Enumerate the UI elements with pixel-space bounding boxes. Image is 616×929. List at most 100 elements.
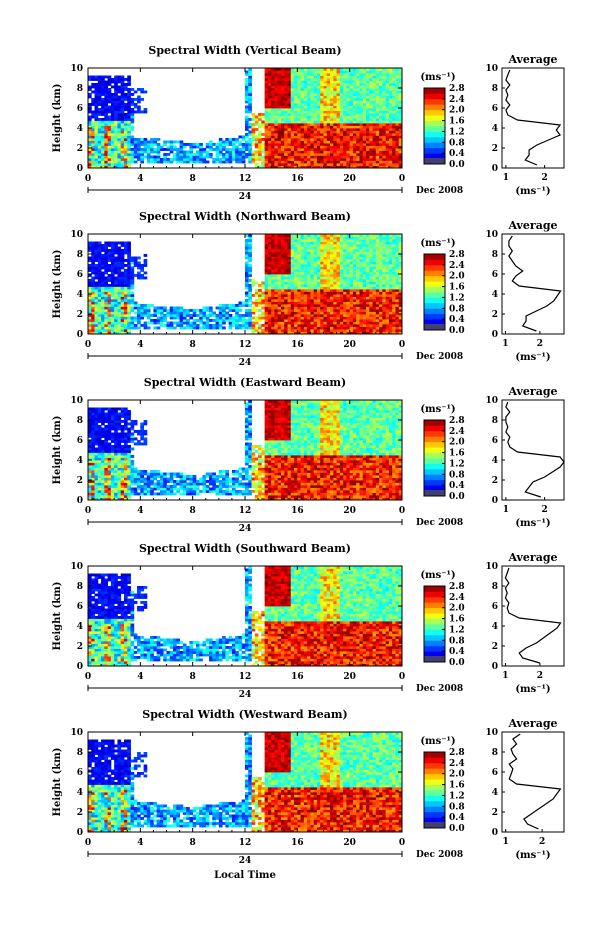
heatmap-cell bbox=[251, 115, 256, 119]
heatmap-cell bbox=[362, 95, 367, 99]
heatmap-cell bbox=[297, 289, 301, 292]
heatmap-cell bbox=[313, 264, 318, 267]
heatmap-cell bbox=[294, 261, 298, 265]
heatmap-cell bbox=[117, 326, 122, 330]
heatmap-cell bbox=[290, 269, 295, 272]
heatmap-cell bbox=[258, 296, 262, 300]
heatmap-cell bbox=[375, 276, 380, 280]
heatmap-cell bbox=[271, 234, 275, 237]
heatmap-cell bbox=[326, 130, 331, 134]
heatmap-cell bbox=[110, 140, 115, 144]
heatmap-cell bbox=[241, 301, 246, 305]
heatmap-cell bbox=[176, 160, 180, 164]
heatmap-cell bbox=[120, 83, 125, 86]
heatmap-cell bbox=[245, 326, 249, 330]
heatmap-cell bbox=[316, 234, 321, 237]
heatmap-cell bbox=[280, 108, 285, 111]
heatmap-cell bbox=[101, 314, 105, 317]
heatmap-cell bbox=[179, 150, 184, 154]
panel-0: Spectral Width (Vertical Beam)0246810Hei… bbox=[52, 44, 565, 202]
heatmap-cell bbox=[366, 160, 370, 164]
heatmap-cell bbox=[336, 113, 341, 116]
heatmap-cell bbox=[385, 73, 390, 76]
heatmap-cell bbox=[97, 83, 102, 86]
heatmap-cell bbox=[297, 254, 301, 257]
heatmap-cell bbox=[107, 286, 112, 290]
heatmap-cell bbox=[248, 100, 252, 104]
heatmap-cell bbox=[375, 286, 380, 290]
heatmap-cell bbox=[343, 83, 347, 86]
heatmap-cell bbox=[349, 249, 354, 252]
heatmap-cell bbox=[264, 143, 269, 146]
heatmap-cell bbox=[349, 256, 354, 260]
heatmap-cell bbox=[104, 123, 109, 126]
heatmap-cell bbox=[287, 133, 292, 136]
heatmap-cell bbox=[271, 256, 275, 260]
heatmap-cell bbox=[297, 311, 301, 315]
heatmap-cell bbox=[284, 276, 288, 280]
heatmap-cell bbox=[258, 143, 262, 146]
heatmap-cell bbox=[313, 314, 318, 317]
heatmap-cell bbox=[369, 246, 373, 250]
heatmap-cell bbox=[398, 90, 403, 94]
heatmap-cell bbox=[359, 284, 364, 287]
heatmap-cell bbox=[395, 123, 400, 126]
heatmap-cell bbox=[94, 85, 99, 89]
heatmap-cell bbox=[297, 163, 301, 166]
heatmap-cell bbox=[336, 296, 341, 300]
heatmap-cell bbox=[326, 73, 331, 76]
heatmap-cell bbox=[310, 326, 315, 330]
heatmap-cell bbox=[179, 324, 184, 327]
heatmap-cell bbox=[372, 100, 377, 104]
heatmap-cell bbox=[349, 143, 354, 146]
heatmap-cell bbox=[271, 153, 275, 156]
heatmap-cell bbox=[107, 83, 112, 86]
heatmap-cell bbox=[94, 251, 99, 255]
heatmap-cell bbox=[326, 145, 331, 149]
heatmap-cell bbox=[307, 289, 311, 292]
heatmap-cell bbox=[104, 125, 109, 129]
heatmap-cell bbox=[280, 261, 285, 265]
heatmap-cell bbox=[88, 163, 92, 166]
heatmap-cell bbox=[271, 329, 275, 332]
heatmap-cell bbox=[107, 80, 112, 84]
heatmap-cell bbox=[366, 244, 370, 247]
heatmap-cell bbox=[123, 145, 128, 149]
heatmap-cell bbox=[199, 326, 203, 330]
heatmap-cell bbox=[333, 105, 337, 109]
heatmap-cell bbox=[294, 311, 298, 315]
heatmap-cell bbox=[287, 153, 292, 156]
heatmap-cell bbox=[362, 98, 367, 101]
heatmap-cell bbox=[366, 148, 370, 151]
heatmap-cell bbox=[189, 326, 194, 330]
heatmap-cell bbox=[362, 296, 367, 300]
heatmap-cell bbox=[271, 78, 275, 81]
heatmap-cell bbox=[277, 113, 282, 116]
heatmap-cell bbox=[290, 123, 295, 126]
heatmap-cell bbox=[274, 93, 279, 96]
heatmap-cell bbox=[271, 246, 275, 250]
heatmap-cell bbox=[97, 256, 102, 260]
heatmap-cell bbox=[117, 284, 122, 287]
heatmap-cell bbox=[346, 249, 351, 252]
heatmap-cell bbox=[300, 329, 305, 332]
heatmap-cell bbox=[307, 155, 311, 159]
heatmap-cell bbox=[359, 254, 364, 257]
heatmap-cell bbox=[333, 266, 337, 270]
heatmap-cell bbox=[231, 324, 236, 327]
heatmap-cell bbox=[192, 160, 197, 164]
heatmap-cell bbox=[294, 163, 298, 166]
heatmap-cell bbox=[388, 118, 393, 121]
heatmap-cell bbox=[333, 246, 337, 250]
heatmap-cell bbox=[316, 68, 321, 71]
heatmap-cell bbox=[274, 309, 279, 312]
heatmap-cell bbox=[316, 118, 321, 121]
heatmap-cell bbox=[333, 276, 337, 280]
x-tick-label: 0 bbox=[399, 174, 405, 184]
heatmap-cell bbox=[261, 113, 266, 116]
heatmap-cell bbox=[297, 331, 301, 335]
heatmap-cell bbox=[349, 135, 354, 139]
heatmap-cell bbox=[107, 254, 112, 257]
colorbar-step bbox=[424, 98, 445, 105]
heatmap-cell bbox=[297, 281, 301, 285]
